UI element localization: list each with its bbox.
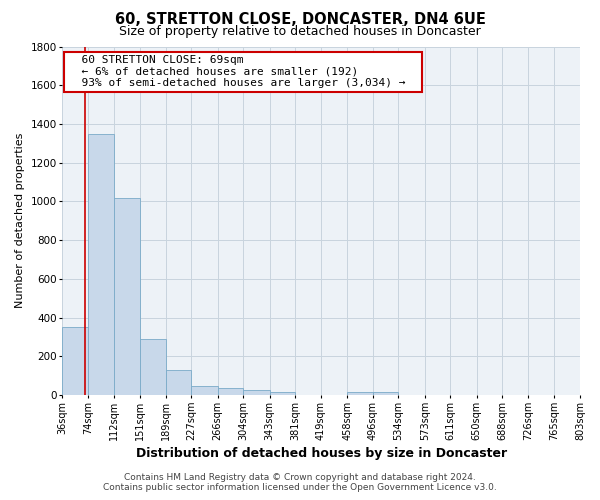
Bar [62,327,88,395]
Bar [140,339,166,395]
Text: Contains HM Land Registry data © Crown copyright and database right 2024.
Contai: Contains HM Land Registry data © Crown c… [103,473,497,492]
Bar [166,370,191,395]
Bar [269,392,295,395]
Bar [218,388,243,395]
Bar [113,198,140,395]
Text: Size of property relative to detached houses in Doncaster: Size of property relative to detached ho… [119,25,481,38]
Bar [191,386,218,395]
X-axis label: Distribution of detached houses by size in Doncaster: Distribution of detached houses by size … [136,447,507,460]
Bar [373,392,398,395]
Bar [243,390,269,395]
Y-axis label: Number of detached properties: Number of detached properties [15,133,25,308]
Text: 60 STRETTON CLOSE: 69sqm  
  ← 6% of detached houses are smaller (192)  
  93% o: 60 STRETTON CLOSE: 69sqm ← 6% of detache… [68,55,419,88]
Bar [347,392,373,395]
Text: 60, STRETTON CLOSE, DONCASTER, DN4 6UE: 60, STRETTON CLOSE, DONCASTER, DN4 6UE [115,12,485,28]
Bar [88,134,113,395]
